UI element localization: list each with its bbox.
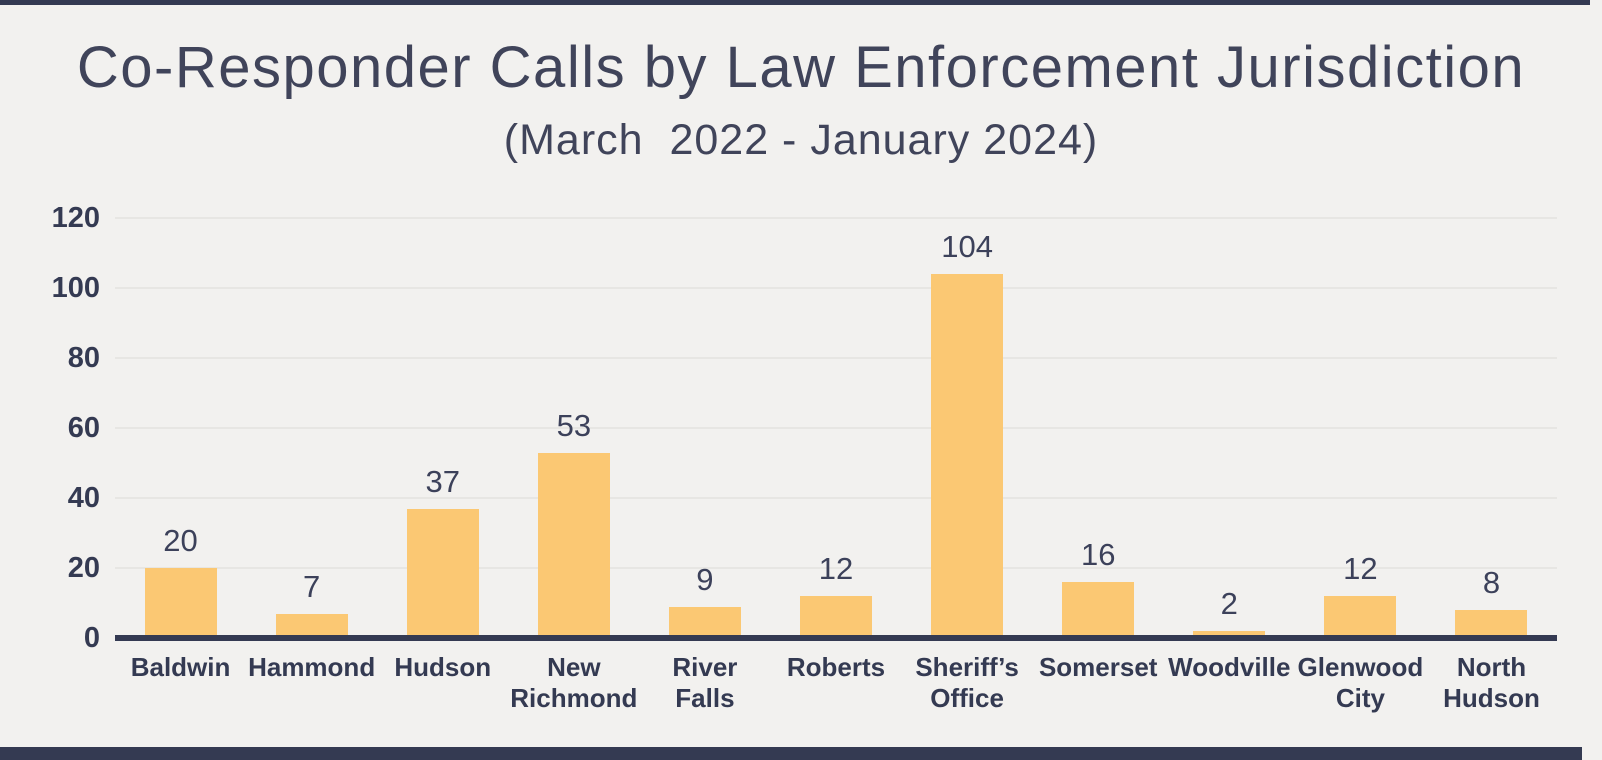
chart-subtitle: (March 2022 - January 2024): [503, 116, 1099, 164]
bar: [1193, 631, 1266, 638]
x-category-word: Hudson: [1443, 683, 1540, 713]
bar: [275, 613, 348, 638]
bar-column: 12: [770, 218, 901, 638]
y-tick-label-60: 60: [67, 412, 100, 444]
x-category-label: River Falls: [639, 652, 770, 714]
bar: [537, 452, 610, 638]
x-category-label: New Richmond: [508, 652, 639, 714]
x-category-word: Falls: [675, 683, 735, 713]
bar-value-label: 9: [696, 561, 714, 597]
x-category-word: City: [1335, 683, 1385, 713]
bar: [931, 274, 1004, 638]
x-category-word: Baldwin: [130, 652, 231, 682]
x-axis-labels: Baldwin Hammond Hudson New Richmond River Fall…: [115, 652, 1557, 714]
x-category-label: Roberts: [770, 652, 901, 714]
x-category-label: Woodville: [1164, 652, 1295, 714]
bar: [1324, 596, 1397, 638]
plot-area: 20 7 37 53 9 12 104 16 2 12 8: [115, 217, 1557, 641]
y-tick-label-100: 100: [51, 272, 100, 304]
x-category-word: New: [547, 652, 601, 682]
bar-column: 12: [1295, 218, 1426, 638]
x-axis-line: [115, 635, 1557, 641]
chart-title: Co-Responder Calls by Law Enforcement Ju…: [76, 35, 1526, 100]
bar: [668, 606, 741, 638]
bar: [144, 568, 217, 638]
y-tick-label-120: 120: [51, 202, 100, 234]
bar-value-label: 12: [818, 551, 854, 586]
gridline-20: [115, 567, 1557, 569]
top-accent-bar: [0, 0, 1590, 5]
gridline-120: [115, 217, 1557, 219]
bar-column: 37: [377, 218, 508, 638]
x-category-label: Hudson: [377, 652, 508, 714]
bar-column: 104: [902, 218, 1033, 638]
bar-column: 16: [1033, 218, 1164, 638]
bar-value-label: 12: [1343, 551, 1378, 586]
x-category-word: Roberts: [786, 652, 886, 682]
x-category-word: Office: [930, 683, 1004, 713]
x-category-label: Baldwin: [115, 652, 246, 714]
bar: [800, 596, 873, 638]
y-tick-label-80: 80: [67, 342, 100, 374]
y-tick-label-20: 20: [67, 552, 100, 584]
x-category-label: Hammond: [246, 652, 377, 714]
bar: [406, 508, 479, 638]
x-category-label: Glenwood City: [1295, 652, 1426, 714]
bar-column: 8: [1426, 218, 1557, 638]
x-category-word: Glenwood: [1297, 652, 1424, 682]
gridline-40: [115, 497, 1557, 499]
bar-value-label: 104: [941, 229, 993, 264]
bars-container: 20 7 37 53 9 12 104 16 2 12 8: [115, 218, 1557, 638]
x-category-word: Richmond: [510, 683, 638, 713]
y-axis-labels: 0 20 40 60 80 100 120: [0, 202, 100, 654]
x-category-word: Somerset: [1038, 652, 1158, 682]
x-category-word: North: [1456, 652, 1527, 682]
x-category-word: Hammond: [248, 652, 376, 682]
x-category-word: Woodville: [1168, 652, 1291, 682]
bar: [1062, 582, 1135, 638]
x-category-word: Sheriff’s: [915, 652, 1019, 682]
bar-column: 2: [1164, 218, 1295, 638]
bar-value-label: 2: [1220, 586, 1238, 621]
bar-column: 9: [639, 218, 770, 638]
bar-value-label: 7: [303, 568, 321, 604]
gridline-100: [115, 287, 1557, 289]
y-tick-label-0: 0: [83, 622, 100, 654]
x-category-label: Sheriff’s Office: [902, 652, 1033, 714]
bar-column: 53: [508, 218, 639, 638]
x-category-label: Somerset: [1033, 652, 1164, 714]
bar: [1455, 610, 1528, 638]
gridline-80: [115, 357, 1557, 359]
x-category-label: North Hudson: [1426, 652, 1557, 714]
gridline-60: [115, 427, 1557, 429]
bar-value-label: 53: [556, 407, 592, 443]
bar-value-label: 8: [1482, 565, 1501, 600]
bar-column: 7: [246, 218, 377, 638]
x-category-word: Hudson: [394, 652, 492, 682]
bar-value-label: 16: [1080, 537, 1116, 572]
bar-column: 20: [115, 218, 246, 638]
y-tick-label-40: 40: [67, 482, 100, 514]
bar-value-label: 20: [163, 523, 198, 558]
x-category-word: River: [672, 652, 738, 682]
bar-value-label: 37: [425, 463, 460, 499]
bottom-accent-bar: [0, 747, 1582, 760]
